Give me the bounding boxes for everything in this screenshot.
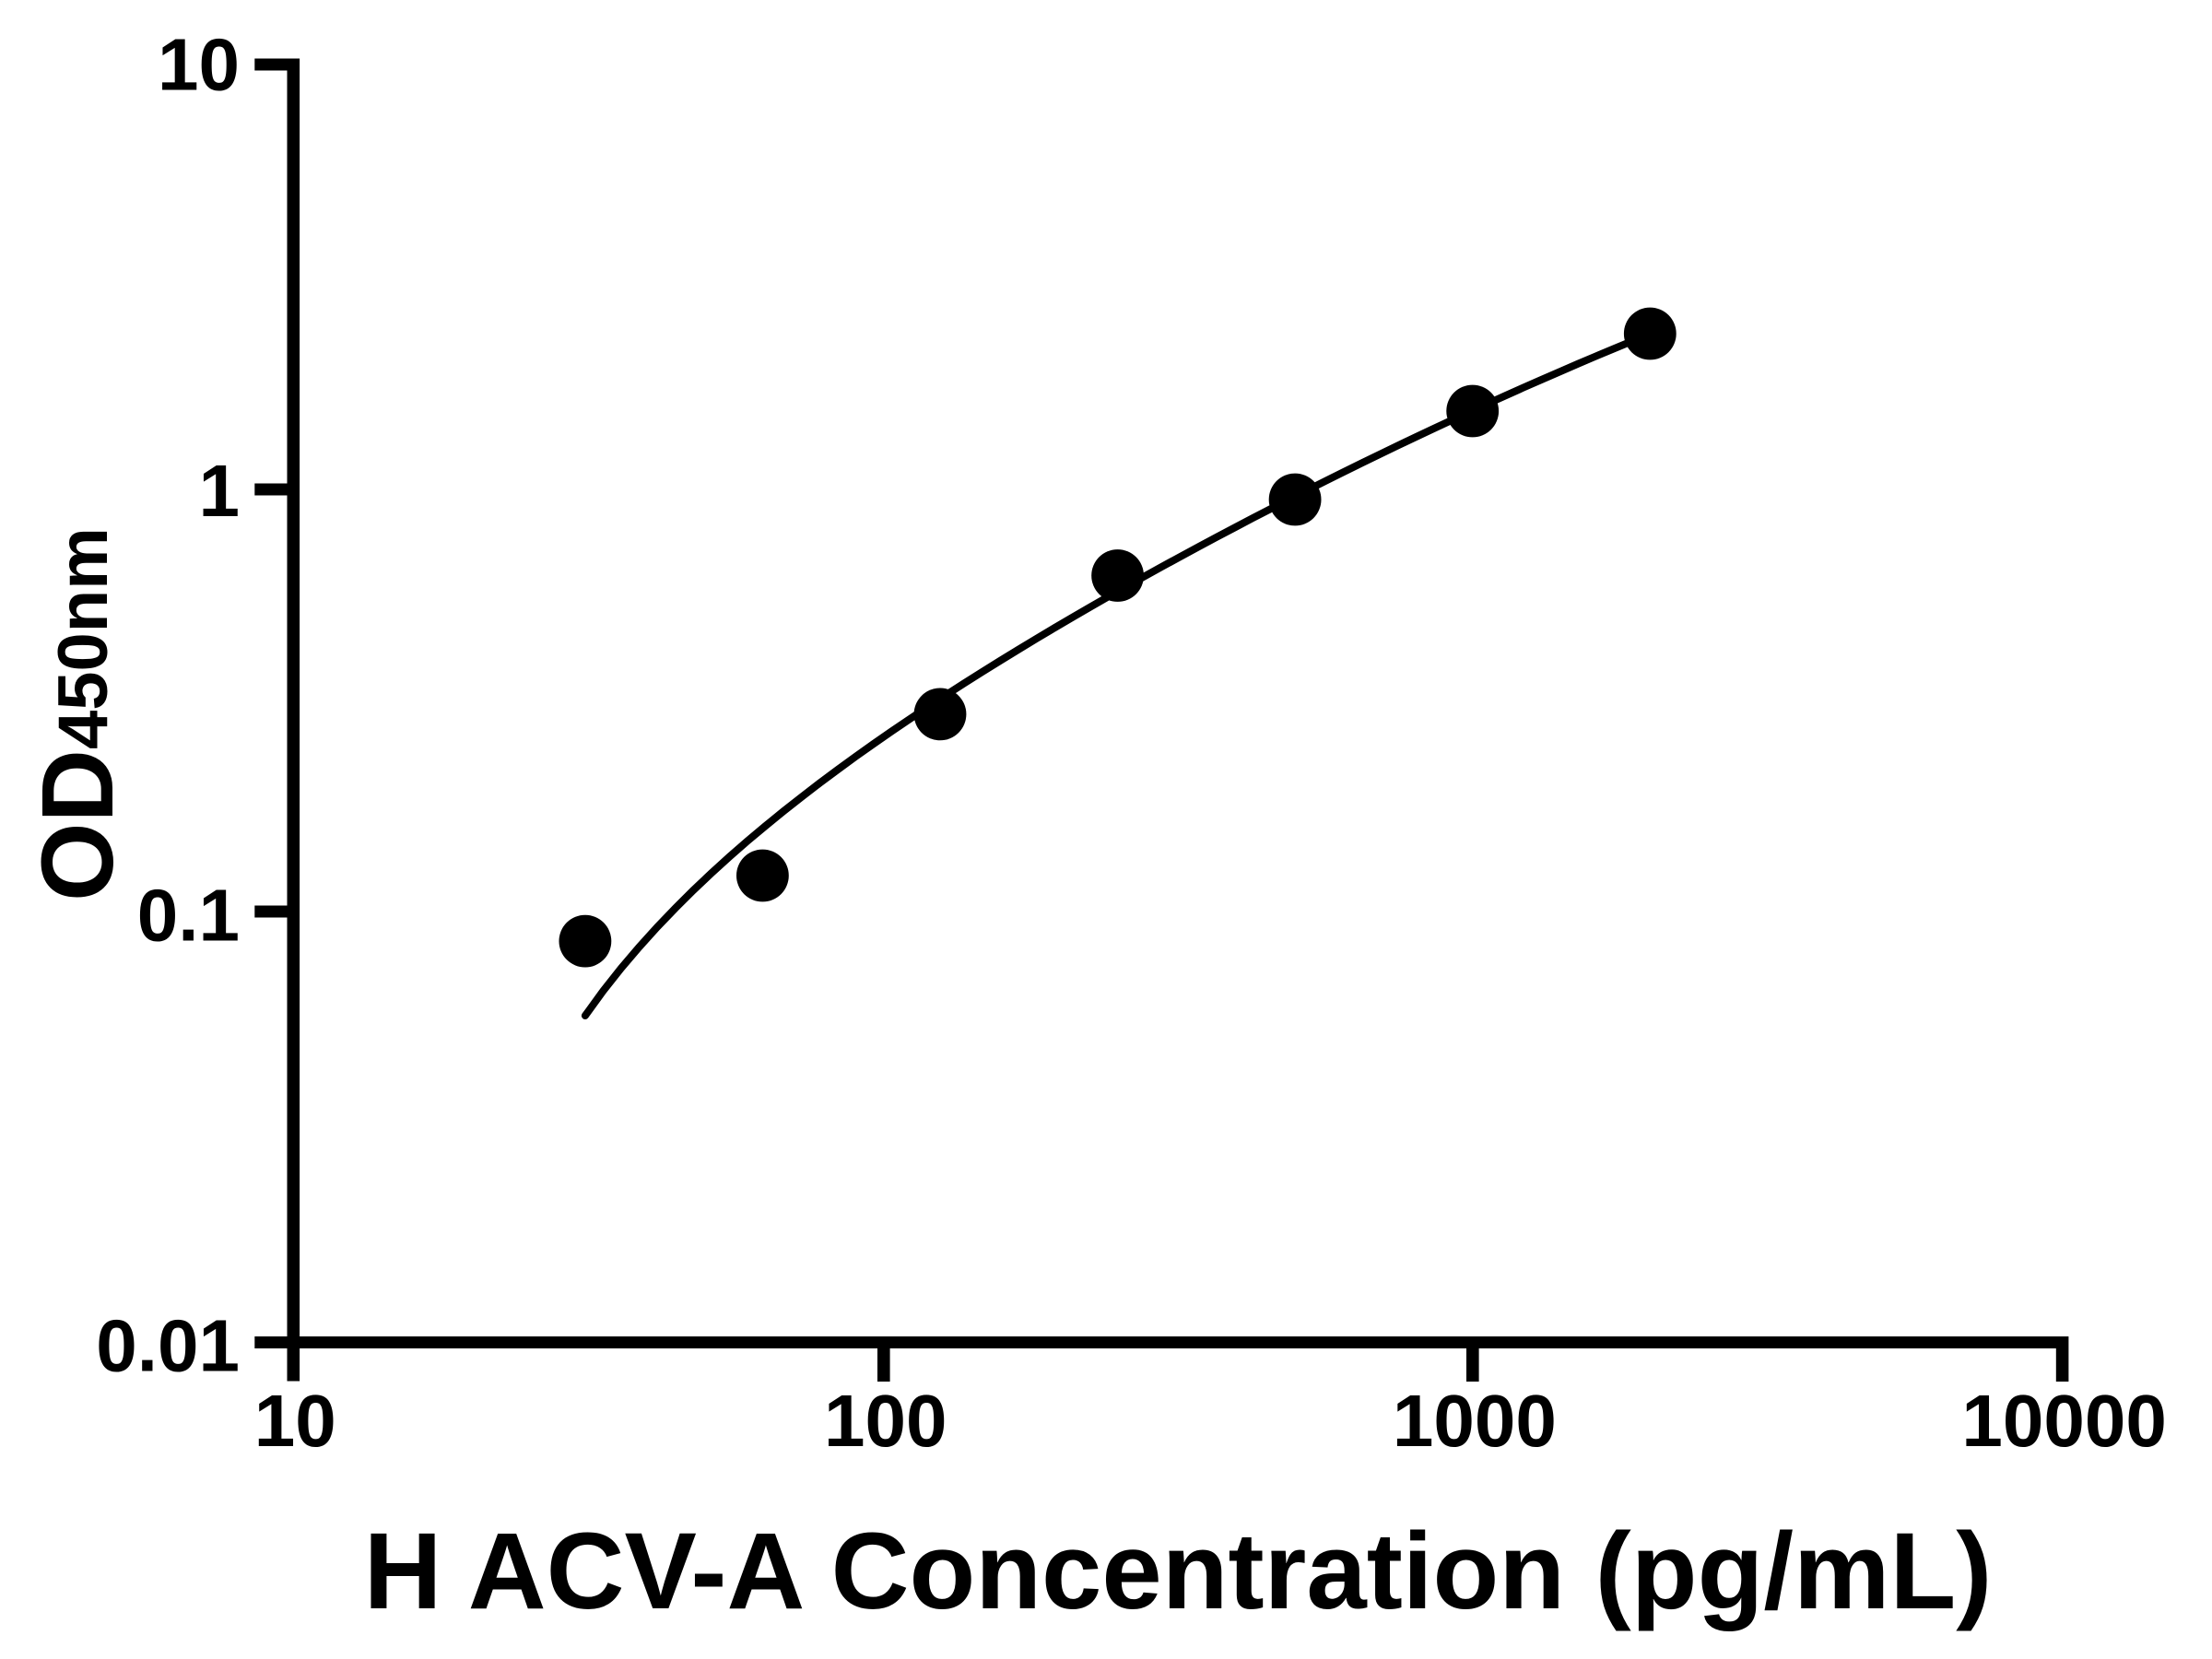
svg-text:10000: 10000 <box>1961 1380 2166 1462</box>
svg-text:100: 100 <box>824 1380 947 1462</box>
svg-text:H ACV-A Concentration (pg/mL): H ACV-A Concentration (pg/mL) <box>364 1511 1993 1631</box>
svg-text:0.1: 0.1 <box>137 874 240 956</box>
svg-text:0.01: 0.01 <box>96 1304 240 1386</box>
svg-text:10: 10 <box>158 23 240 105</box>
svg-text:1: 1 <box>199 450 241 532</box>
svg-text:10: 10 <box>254 1380 336 1462</box>
svg-text:1000: 1000 <box>1393 1380 1557 1462</box>
